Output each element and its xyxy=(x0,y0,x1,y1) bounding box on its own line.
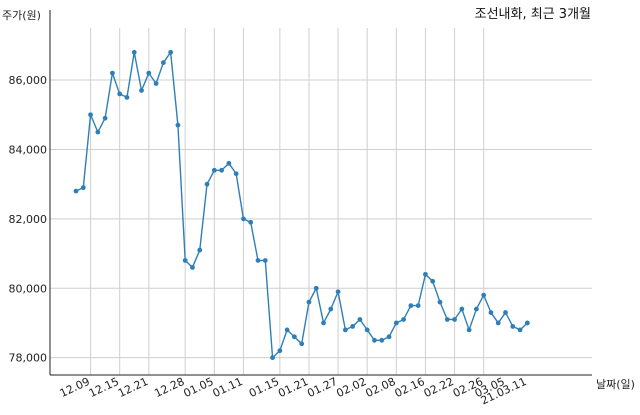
data-point xyxy=(168,49,174,55)
data-point xyxy=(80,185,86,191)
data-point xyxy=(517,327,523,333)
y-tick-label: 82,000 xyxy=(9,213,48,226)
data-point xyxy=(270,355,275,361)
data-point xyxy=(488,310,494,315)
axes xyxy=(49,10,592,376)
data-point xyxy=(292,334,297,340)
data-point xyxy=(350,324,356,329)
series-line xyxy=(75,51,528,359)
series xyxy=(73,49,530,361)
data-point xyxy=(262,258,268,263)
data-point xyxy=(124,95,130,100)
data-point xyxy=(190,265,195,270)
data-point xyxy=(401,317,406,322)
grid xyxy=(50,28,592,375)
data-point xyxy=(481,292,487,298)
data-point xyxy=(197,247,203,253)
x-tick-label: 01.11 xyxy=(211,375,245,400)
data-point xyxy=(233,171,239,177)
y-axis-title: 주가(원) xyxy=(2,9,41,22)
data-point xyxy=(284,327,290,333)
data-point xyxy=(241,216,246,222)
data-point xyxy=(430,278,436,284)
data-point xyxy=(386,334,392,340)
data-point xyxy=(255,258,261,263)
data-point xyxy=(372,337,377,343)
data-point xyxy=(393,320,399,326)
data-point xyxy=(466,327,472,333)
data-point xyxy=(379,337,385,343)
data-point xyxy=(182,258,188,263)
data-point xyxy=(248,219,254,225)
data-point xyxy=(226,160,232,166)
data-point xyxy=(219,167,225,173)
y-tick-label: 84,000 xyxy=(9,143,48,156)
data-point xyxy=(160,60,166,66)
data-point xyxy=(357,317,363,322)
data-point xyxy=(459,306,465,312)
data-point xyxy=(313,285,319,291)
data-point xyxy=(139,88,144,93)
data-point xyxy=(444,317,450,322)
data-point xyxy=(88,112,93,118)
data-point xyxy=(73,188,79,194)
data-point xyxy=(328,306,334,312)
data-point xyxy=(408,303,414,308)
y-tick-label: 78,000 xyxy=(9,352,48,365)
data-point xyxy=(452,317,457,322)
x-tick-label: 21.03.11 xyxy=(479,375,529,407)
data-point xyxy=(524,320,530,326)
x-axis-title: 날짜(일) xyxy=(596,377,635,391)
data-point xyxy=(110,70,115,76)
data-point xyxy=(510,324,516,329)
data-point xyxy=(423,271,428,277)
data-point xyxy=(153,81,159,86)
data-point xyxy=(95,129,101,135)
data-point xyxy=(175,122,181,128)
data-point xyxy=(437,299,443,305)
data-point xyxy=(102,115,108,121)
data-point xyxy=(321,320,326,326)
data-point xyxy=(131,49,137,55)
data-point xyxy=(364,327,370,333)
data-point xyxy=(277,348,283,354)
data-point xyxy=(342,327,348,333)
data-point xyxy=(299,341,305,347)
data-point xyxy=(204,181,210,187)
data-point xyxy=(503,310,508,315)
data-point xyxy=(415,303,421,308)
data-point xyxy=(211,167,217,173)
y-tick-label: 86,000 xyxy=(9,74,48,87)
data-point xyxy=(495,320,501,326)
chart-title: 조선내화, 최근 3개월 xyxy=(475,7,591,22)
x-tick-label: 12.21 xyxy=(116,375,150,400)
data-point xyxy=(146,70,152,76)
data-point xyxy=(474,306,479,312)
data-point xyxy=(117,91,123,97)
y-tick-label: 80,000 xyxy=(9,282,48,295)
data-point xyxy=(306,299,312,305)
data-point xyxy=(335,289,341,295)
